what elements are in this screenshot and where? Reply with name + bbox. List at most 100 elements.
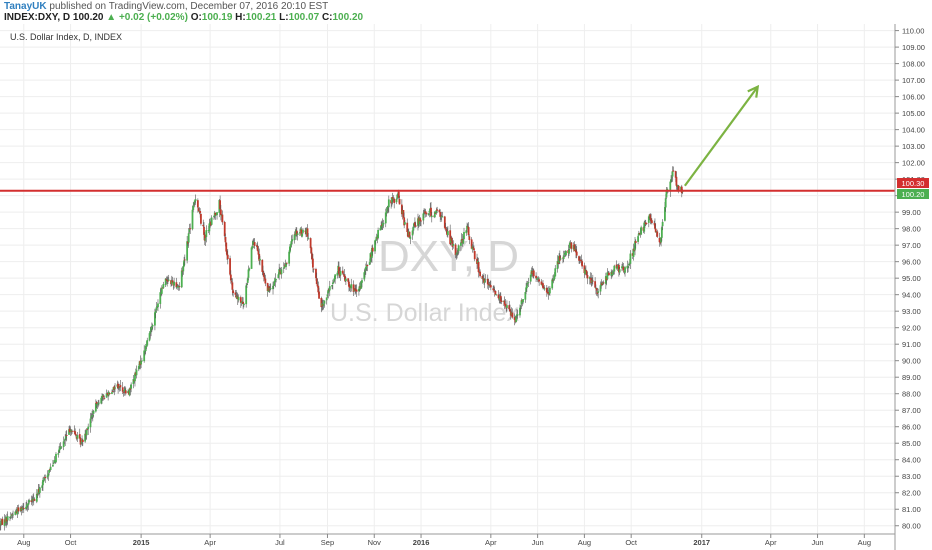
- candle-body: [98, 402, 100, 404]
- candle-body: [473, 251, 476, 260]
- candle-body: [627, 264, 630, 266]
- candle-body: [205, 230, 208, 238]
- candle-body: [420, 220, 422, 222]
- projection-arrow-shaft[interactable]: [683, 86, 759, 187]
- symbol-line: INDEX:DXY, D 100.20 ▲ +0.02 (+0.02%) O:1…: [4, 12, 363, 23]
- candle-body: [135, 369, 138, 376]
- candle-body: [650, 220, 653, 224]
- candle-body: [312, 268, 315, 270]
- candle-body: [462, 239, 465, 244]
- candle-body: [62, 441, 65, 447]
- candle-body: [444, 227, 447, 230]
- candle-body: [41, 485, 44, 488]
- candle-body: [328, 286, 331, 291]
- candle-body: [522, 299, 524, 303]
- candle-body: [264, 278, 267, 284]
- candle-body: [97, 403, 100, 405]
- candle-body: [318, 291, 320, 299]
- y-tick-label: 92.00: [902, 324, 921, 333]
- candle-body: [645, 223, 648, 224]
- candle-body: [79, 438, 82, 445]
- price-chart[interactable]: DXY, D U.S. Dollar Index 80.00 81.00 82.00…: [0, 24, 932, 550]
- candle-body: [100, 397, 103, 404]
- candle-body: [562, 255, 565, 260]
- candle-body: [352, 284, 355, 292]
- candle-body: [427, 213, 430, 216]
- candle-body: [173, 281, 175, 286]
- candle-body: [203, 234, 206, 241]
- candle-body: [575, 251, 578, 256]
- x-tick-label: Jun: [532, 538, 544, 547]
- candle-body: [430, 215, 433, 218]
- candle-body: [197, 208, 200, 212]
- candle-body: [613, 265, 616, 272]
- candle-body: [140, 360, 143, 365]
- candle-body: [391, 197, 394, 200]
- candle-body: [513, 317, 516, 320]
- candle-body: [430, 207, 432, 217]
- candle-body: [229, 258, 231, 275]
- time-axis[interactable]: Aug Oct 2015 Apr Jul Sep Nov 2016 Apr Jun Aug Oct 20…: [17, 534, 871, 547]
- candle-body: [585, 269, 587, 271]
- candle-body: [621, 266, 624, 268]
- candle-body: [256, 245, 258, 247]
- candle-body: [649, 214, 652, 219]
- projection-arrow-head[interactable]: [747, 84, 760, 98]
- candle-body: [670, 177, 673, 179]
- candle-body: [515, 316, 518, 322]
- candle-body: [489, 285, 492, 288]
- grid-lines: [0, 24, 895, 534]
- candle-body: [336, 272, 339, 276]
- candle-body: [300, 229, 303, 236]
- candle-body: [246, 278, 249, 283]
- candle-body: [380, 225, 383, 229]
- candle-body: [274, 278, 277, 282]
- candle-body: [524, 292, 527, 300]
- candle-body: [191, 209, 194, 230]
- candle-body: [519, 307, 521, 316]
- projection-arrow[interactable]: [683, 84, 760, 187]
- candle-body: [114, 387, 116, 389]
- x-tick-label: Sep: [321, 538, 334, 547]
- candle-body: [618, 264, 620, 273]
- candle-body: [188, 229, 191, 233]
- author-link[interactable]: TanayUK: [4, 1, 47, 12]
- y-tick-label: 89.00: [902, 373, 921, 382]
- candle-body: [231, 282, 234, 290]
- candle-series: [0, 166, 684, 531]
- candle-body: [580, 259, 583, 261]
- y-tick-label: 98.00: [902, 225, 921, 234]
- candle-body: [42, 480, 45, 482]
- candle-body: [261, 259, 264, 272]
- candle-body: [627, 266, 630, 268]
- candle-body: [332, 281, 335, 283]
- candle-body: [419, 218, 422, 222]
- candle-body: [204, 237, 207, 241]
- candle-body: [499, 295, 502, 302]
- symbol-label: INDEX:DXY, D: [4, 12, 71, 23]
- y-tick-label: 85.00: [902, 439, 921, 448]
- candle-body: [242, 301, 245, 305]
- candle-body: [363, 272, 366, 280]
- candle-body: [404, 222, 406, 225]
- price-axis[interactable]: 80.00 81.00 82.00 83.00 84.00 85.00 86.00 87.00…: [895, 27, 925, 531]
- candle-body: [248, 268, 251, 271]
- candle-body: [455, 253, 458, 255]
- candle-body: [333, 278, 336, 282]
- y-tick-label: 105.00: [902, 109, 925, 118]
- candle-body: [187, 233, 190, 243]
- candle-body: [591, 280, 594, 282]
- candle-body: [140, 360, 143, 362]
- candle-body: [81, 439, 84, 442]
- y-tick-label: 99.00: [902, 208, 921, 217]
- candle-body: [621, 266, 623, 269]
- candle-body: [28, 500, 31, 503]
- candle-body: [1, 518, 4, 525]
- y-tick-label: 97.00: [902, 241, 921, 250]
- candle-body: [309, 238, 312, 249]
- x-tick-label: Apr: [485, 538, 497, 547]
- candle-body: [588, 277, 591, 279]
- candle-body: [516, 314, 519, 316]
- candle-body: [463, 231, 465, 240]
- candle-body: [202, 224, 205, 227]
